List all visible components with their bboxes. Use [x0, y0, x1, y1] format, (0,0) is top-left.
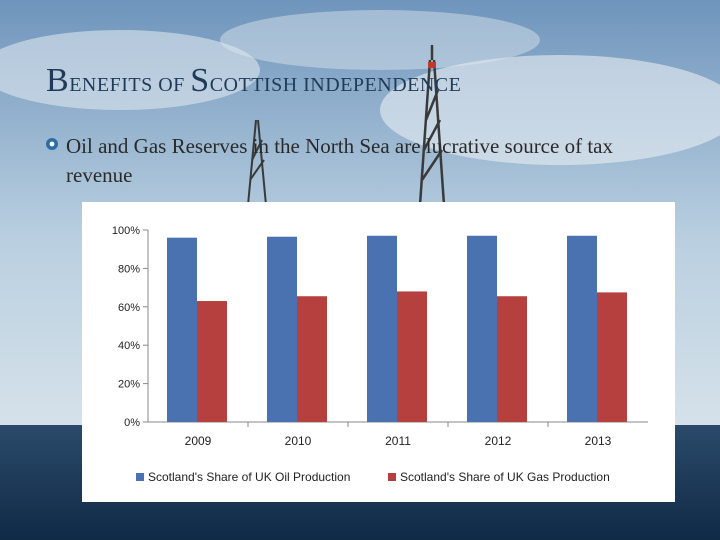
y-tick-label: 60% — [118, 302, 140, 314]
title-cap-s: S — [190, 62, 210, 99]
bar-gas-2012 — [497, 296, 527, 422]
title-cap-b: B — [46, 62, 70, 99]
bar-gas-2011 — [397, 291, 427, 422]
bar-oil-2013 — [567, 235, 597, 422]
bar-oil-2012 — [467, 235, 497, 422]
y-tick-label: 20% — [118, 379, 140, 391]
y-tick-label: 100% — [112, 225, 140, 237]
rig-tower-right — [418, 45, 446, 206]
y-tick-label: 0% — [124, 417, 140, 429]
title-word-independence: independence — [303, 74, 462, 96]
bar-gas-2009 — [197, 301, 227, 422]
x-tick-label: 2009 — [185, 434, 212, 448]
legend-swatch-gas — [388, 473, 396, 481]
bullet-text: Oil and Gas Reserves in the North Sea ar… — [66, 134, 613, 187]
legend-swatch-oil — [136, 473, 144, 481]
bar-oil-2009 — [167, 237, 197, 422]
bar-oil-2010 — [267, 236, 297, 422]
x-tick-label: 2012 — [485, 434, 512, 448]
bar-oil-2011 — [367, 235, 397, 422]
x-tick-label: 2011 — [385, 434, 411, 448]
bullet-point: Oil and Gas Reserves in the North Sea ar… — [44, 132, 624, 190]
title-word-benefits-of: enefits of — [69, 74, 185, 96]
slide-title: Benefits of Scottish independence — [46, 62, 461, 100]
y-tick-label: 80% — [118, 263, 140, 275]
rig-tower-left — [247, 119, 267, 206]
bar-gas-2010 — [297, 296, 327, 422]
legend-label-gas: Scotland's Share of UK Gas Production — [400, 470, 610, 484]
x-tick-label: 2010 — [285, 434, 312, 448]
bullet-disc-icon — [46, 138, 58, 150]
chart-panel: 0% 20% 40% 60% 80% 100% 2009 2010 2011 2012 2013 Sc… — [82, 202, 675, 502]
legend-label-oil: Scotland's Share of UK Oil Production — [148, 470, 350, 484]
y-tick-label: 40% — [118, 340, 140, 352]
bar-chart: 0% 20% 40% 60% 80% 100% 2009 2010 2011 2012 2013 Sc… — [112, 225, 648, 484]
title-word-cottish: cottish — [209, 74, 298, 96]
x-tick-label: 2013 — [585, 434, 612, 448]
bar-gas-2013 — [597, 292, 627, 422]
